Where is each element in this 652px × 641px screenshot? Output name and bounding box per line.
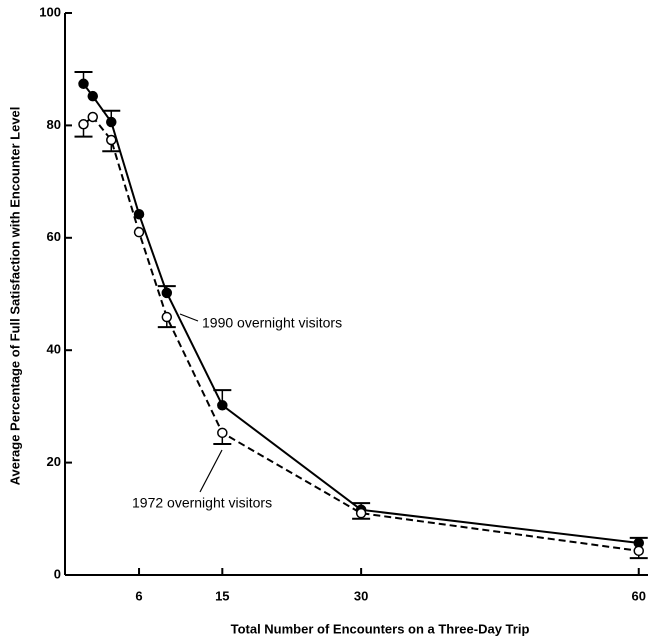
marker <box>87 90 99 102</box>
marker <box>161 311 173 323</box>
marker <box>133 208 145 220</box>
y-tick-label: 0 <box>54 566 61 581</box>
series-line <box>82 83 639 544</box>
series-line <box>82 115 639 552</box>
pointer <box>199 449 223 493</box>
x-axis-label: Total Number of Encounters on a Three-Da… <box>231 621 530 636</box>
marker <box>87 111 99 123</box>
marker <box>217 400 228 411</box>
y-tick-label: 80 <box>47 117 61 132</box>
y-tick-label: 60 <box>47 229 61 244</box>
x-tick-label: 15 <box>215 588 229 603</box>
x-tick-label: 60 <box>632 588 646 603</box>
series-label: 1972 overnight visitors <box>132 495 272 511</box>
marker <box>78 119 89 130</box>
series-label: 1990 overnight visitors <box>202 315 342 331</box>
marker <box>161 287 173 299</box>
x-tick-label: 6 <box>135 588 142 603</box>
y-tick-label: 20 <box>47 454 61 469</box>
pointer <box>179 313 199 322</box>
marker <box>633 545 644 557</box>
marker <box>106 116 117 128</box>
marker <box>355 507 367 519</box>
marker <box>217 427 228 439</box>
y-axis-label: Average Percentage of Full Satisfaction … <box>7 107 22 486</box>
marker <box>106 134 117 146</box>
y-tick-label: 40 <box>47 342 61 357</box>
marker <box>78 78 89 90</box>
marker <box>133 226 145 238</box>
y-tick-label: 100 <box>39 4 61 19</box>
x-tick-label: 30 <box>354 588 368 603</box>
